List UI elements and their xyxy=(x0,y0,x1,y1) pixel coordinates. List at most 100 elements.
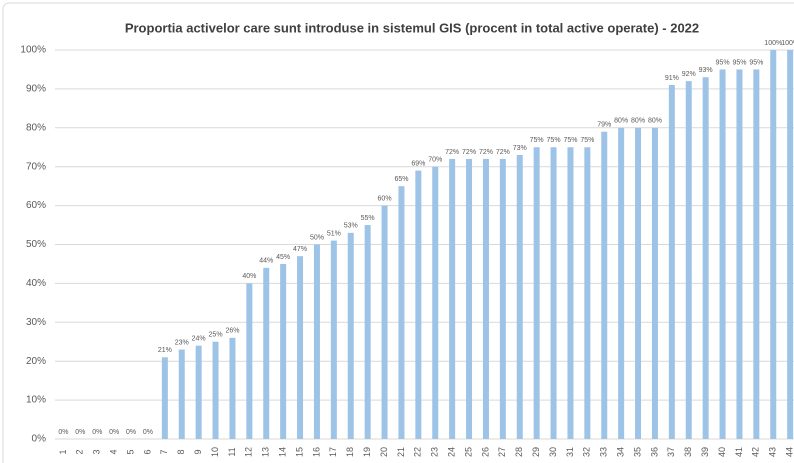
x-tick-label: 13 xyxy=(261,447,271,457)
data-label: 0% xyxy=(75,429,85,436)
bar xyxy=(347,232,354,439)
bar xyxy=(364,225,371,439)
x-tick-label: 26 xyxy=(480,447,490,457)
x-tick-label: 36 xyxy=(649,447,659,457)
y-tick-label: 30% xyxy=(26,317,46,328)
data-label: 91% xyxy=(665,75,679,82)
data-label: 73% xyxy=(513,145,527,152)
x-tick-label: 39 xyxy=(700,447,710,457)
data-label: 75% xyxy=(530,137,544,144)
data-label: 25% xyxy=(209,332,223,339)
y-tick-label: 40% xyxy=(26,278,46,289)
x-tick-label: 44 xyxy=(785,447,794,457)
bar xyxy=(212,341,219,439)
x-tick-label: 5 xyxy=(125,449,135,454)
bar xyxy=(161,357,168,439)
x-tick-label: 32 xyxy=(582,447,592,457)
data-label: 80% xyxy=(648,118,662,125)
bar xyxy=(415,170,422,439)
data-label: 93% xyxy=(699,67,713,74)
data-label: 100% xyxy=(764,40,782,47)
x-tick-label: 21 xyxy=(396,447,406,457)
bar xyxy=(584,147,591,439)
data-label: 60% xyxy=(378,195,392,202)
bar xyxy=(516,155,523,439)
x-tick-label: 37 xyxy=(666,447,676,457)
data-label: 79% xyxy=(597,122,611,129)
data-label: 80% xyxy=(631,118,645,125)
bar xyxy=(618,127,625,440)
bar xyxy=(398,186,405,439)
bar xyxy=(601,131,608,439)
x-tick-label: 42 xyxy=(751,447,761,457)
bar xyxy=(195,345,202,439)
data-label: 95% xyxy=(749,59,763,66)
chart-title: Proportia activelor care sunt introduse … xyxy=(125,20,699,35)
x-tick-label: 23 xyxy=(430,447,440,457)
data-label: 0% xyxy=(143,429,153,436)
bar xyxy=(567,147,574,439)
data-label: 72% xyxy=(496,149,510,156)
bar xyxy=(482,158,489,440)
data-label: 70% xyxy=(428,157,442,164)
data-label: 40% xyxy=(242,273,256,280)
data-label: 72% xyxy=(462,149,476,156)
x-tick-label: 38 xyxy=(683,447,693,457)
data-label: 0% xyxy=(92,429,102,436)
bar xyxy=(178,349,185,439)
x-tick-label: 30 xyxy=(548,447,558,457)
bar xyxy=(313,244,320,439)
data-label: 92% xyxy=(682,71,696,78)
bar xyxy=(499,158,506,440)
x-tick-label: 4 xyxy=(109,449,119,454)
x-tick-label: 2 xyxy=(75,449,85,454)
x-tick-label: 27 xyxy=(497,447,507,457)
y-tick-label: 60% xyxy=(26,200,46,211)
y-tick-label: 90% xyxy=(26,84,46,95)
bar xyxy=(297,256,304,439)
bar xyxy=(685,81,692,440)
data-label: 72% xyxy=(479,149,493,156)
x-tick-label: 31 xyxy=(565,447,575,457)
x-tick-label: 8 xyxy=(176,449,186,454)
bar xyxy=(753,69,760,439)
data-label: 47% xyxy=(293,246,307,253)
x-tick-label: 10 xyxy=(210,447,220,457)
bar xyxy=(466,158,473,440)
data-label: 21% xyxy=(158,347,172,354)
bar xyxy=(533,147,540,439)
bar xyxy=(635,127,642,440)
y-tick-label: 80% xyxy=(26,122,46,133)
x-tick-label: 9 xyxy=(193,449,203,454)
bar xyxy=(550,147,557,439)
data-label: 24% xyxy=(192,335,206,342)
x-tick-label: 12 xyxy=(244,447,254,457)
bar xyxy=(280,263,287,439)
x-tick-label: 20 xyxy=(379,447,389,457)
y-tick-label: 10% xyxy=(26,395,46,406)
bar xyxy=(263,267,270,439)
data-label: 72% xyxy=(445,149,459,156)
data-label: 51% xyxy=(327,230,341,237)
bar xyxy=(229,337,236,439)
x-tick-label: 6 xyxy=(142,449,152,454)
data-label: 69% xyxy=(411,160,425,167)
data-label: 0% xyxy=(126,429,136,436)
bar xyxy=(381,205,388,439)
data-label: 45% xyxy=(276,254,290,261)
x-tick-label: 41 xyxy=(734,447,744,457)
y-tick-label: 0% xyxy=(32,434,47,445)
x-tick-label: 40 xyxy=(717,447,727,457)
data-label: 75% xyxy=(580,137,594,144)
data-label: 80% xyxy=(614,118,628,125)
data-label: 65% xyxy=(394,176,408,183)
x-tick-label: 19 xyxy=(362,447,372,457)
bar xyxy=(432,166,439,439)
bar xyxy=(719,69,726,439)
x-tick-label: 17 xyxy=(328,447,338,457)
y-tick-label: 100% xyxy=(20,45,46,56)
x-tick-label: 7 xyxy=(159,449,169,454)
y-tick-label: 50% xyxy=(26,239,46,250)
data-label: 23% xyxy=(175,339,189,346)
